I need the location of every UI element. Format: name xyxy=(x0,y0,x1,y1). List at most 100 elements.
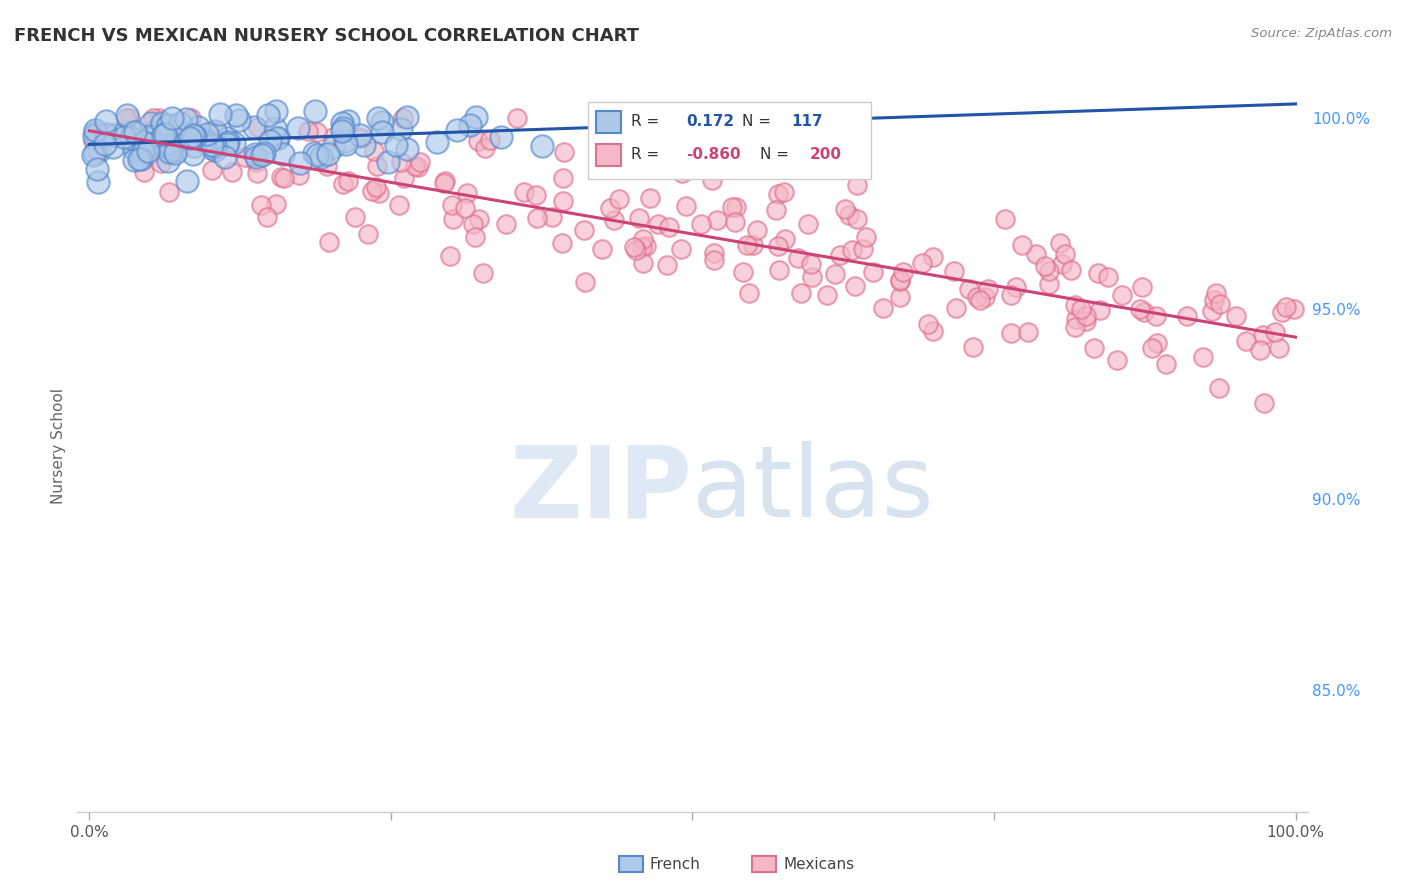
Point xyxy=(1129,302,1152,317)
Point xyxy=(184,129,207,144)
Point xyxy=(433,177,456,191)
Point xyxy=(297,124,319,138)
Point xyxy=(122,142,145,156)
Point xyxy=(841,244,863,258)
Point xyxy=(768,263,790,277)
Bar xyxy=(752,856,776,872)
Point xyxy=(1105,352,1128,367)
Point xyxy=(531,139,554,153)
Point xyxy=(720,200,742,214)
Point xyxy=(336,174,359,188)
Point xyxy=(135,139,157,153)
Point xyxy=(142,125,165,139)
Point xyxy=(1087,266,1109,280)
Point xyxy=(287,120,309,135)
Point xyxy=(148,112,170,126)
Point xyxy=(350,130,373,145)
Point xyxy=(845,211,868,226)
Point xyxy=(709,107,731,121)
Point xyxy=(200,138,222,153)
Point xyxy=(141,129,163,144)
Point xyxy=(357,227,380,241)
Point xyxy=(377,154,399,169)
Point xyxy=(1005,280,1028,294)
Point xyxy=(855,230,877,244)
Text: R =: R = xyxy=(631,146,659,161)
Point xyxy=(316,159,339,173)
Point xyxy=(392,112,415,126)
Point xyxy=(671,166,693,180)
Point xyxy=(138,137,160,152)
Point xyxy=(852,242,875,256)
Point xyxy=(243,146,266,161)
Point xyxy=(396,142,419,156)
Point xyxy=(1249,343,1271,358)
Point xyxy=(96,113,118,128)
Point xyxy=(270,170,292,185)
Point xyxy=(603,212,626,227)
Point xyxy=(1070,301,1092,316)
Point xyxy=(163,146,186,161)
Point xyxy=(304,103,326,118)
Point xyxy=(322,130,344,145)
Point xyxy=(363,144,385,158)
Point xyxy=(233,150,256,164)
Point xyxy=(526,211,548,225)
Point xyxy=(83,126,105,140)
Point xyxy=(675,199,697,213)
Point xyxy=(120,131,142,145)
Point xyxy=(467,134,489,148)
Point xyxy=(264,103,287,118)
Point xyxy=(1201,304,1223,318)
Point xyxy=(433,173,456,187)
Point xyxy=(603,136,626,151)
Point xyxy=(266,131,288,145)
Point xyxy=(181,128,204,142)
Point xyxy=(224,136,246,151)
Text: FRENCH VS MEXICAN NURSERY SCHOOL CORRELATION CHART: FRENCH VS MEXICAN NURSERY SCHOOL CORRELA… xyxy=(14,27,640,45)
Point xyxy=(134,135,156,149)
Point xyxy=(834,202,856,216)
Point xyxy=(330,116,353,130)
Point xyxy=(404,159,426,173)
Point xyxy=(156,119,179,133)
Point xyxy=(136,144,159,158)
Point xyxy=(737,238,759,252)
Point xyxy=(1234,334,1257,348)
Point xyxy=(844,278,866,293)
Point xyxy=(658,220,681,235)
Point xyxy=(478,133,501,147)
Point xyxy=(318,235,340,249)
Point xyxy=(187,120,209,134)
Point xyxy=(506,112,529,126)
Point xyxy=(1144,309,1167,323)
Point xyxy=(591,242,613,256)
Point xyxy=(889,274,911,288)
Point xyxy=(512,185,534,199)
Point xyxy=(335,137,357,152)
Point xyxy=(83,126,105,140)
Point xyxy=(889,273,911,287)
Point xyxy=(165,128,187,142)
Point xyxy=(773,185,796,199)
Point xyxy=(112,130,135,145)
Point xyxy=(159,132,181,146)
Point xyxy=(343,210,366,224)
Point xyxy=(889,290,911,304)
Point xyxy=(259,135,281,149)
Point xyxy=(540,211,562,225)
Point xyxy=(183,139,205,153)
Point xyxy=(443,212,465,227)
Point xyxy=(1264,325,1286,339)
Point xyxy=(246,120,269,135)
Point xyxy=(943,264,966,278)
Point xyxy=(1025,247,1047,261)
Point xyxy=(962,340,984,354)
Point xyxy=(1000,287,1022,301)
Point xyxy=(256,210,278,224)
Point xyxy=(467,212,489,227)
Point xyxy=(217,137,239,152)
Point xyxy=(1146,335,1168,350)
Point xyxy=(626,243,648,257)
Point xyxy=(121,125,143,139)
